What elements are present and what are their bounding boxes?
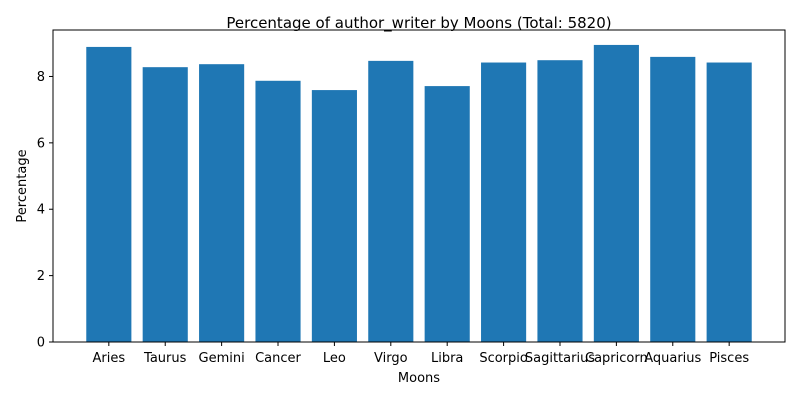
bar-cancer <box>255 80 301 342</box>
plot-frame <box>52 29 786 343</box>
x-ticks-group: Aries Taurus Gemini Cancer Leo Virgo Libra Scor… <box>93 342 749 366</box>
bar-pisces <box>706 62 752 343</box>
x-tick-label: Aquarius <box>644 351 701 366</box>
x-tick-label: Virgo <box>374 351 408 366</box>
y-ticks-group: 0 2 4 6 8 <box>37 70 53 351</box>
x-tick-label: Capricorn <box>585 351 648 366</box>
y-tick-label: 4 <box>37 203 45 218</box>
bar-capricorn <box>593 44 639 343</box>
y-tick-label: 0 <box>37 336 45 351</box>
bar-leo <box>311 90 357 342</box>
bar-scorpio <box>481 62 527 343</box>
x-tick-label: Taurus <box>143 351 187 366</box>
x-tick-label: Gemini <box>199 351 245 366</box>
y-tick-label: 2 <box>37 269 45 284</box>
bar-aquarius <box>650 56 696 343</box>
x-tick-label: Leo <box>323 351 346 366</box>
y-axis-label: Percentage <box>15 149 30 222</box>
bars-group <box>86 44 752 343</box>
y-tick-label: 8 <box>37 70 45 85</box>
x-tick-label: Cancer <box>255 351 301 366</box>
x-tick-label: Pisces <box>709 351 749 366</box>
bar-virgo <box>368 60 414 343</box>
bar-taurus <box>142 67 188 342</box>
bar-sagittarius <box>537 60 583 342</box>
y-tick-label: 6 <box>37 136 45 151</box>
bar-gemini <box>199 64 245 343</box>
chart-title: Percentage of author_writer by Moons (To… <box>226 14 611 33</box>
x-tick-label: Libra <box>431 351 463 366</box>
x-tick-label: Aries <box>93 351 126 366</box>
x-tick-label: Sagittarius <box>525 351 595 366</box>
x-axis-label: Moons <box>398 371 440 386</box>
bar-aries <box>86 46 132 342</box>
x-tick-label: Scorpio <box>479 351 528 366</box>
bar-libra <box>424 86 470 342</box>
